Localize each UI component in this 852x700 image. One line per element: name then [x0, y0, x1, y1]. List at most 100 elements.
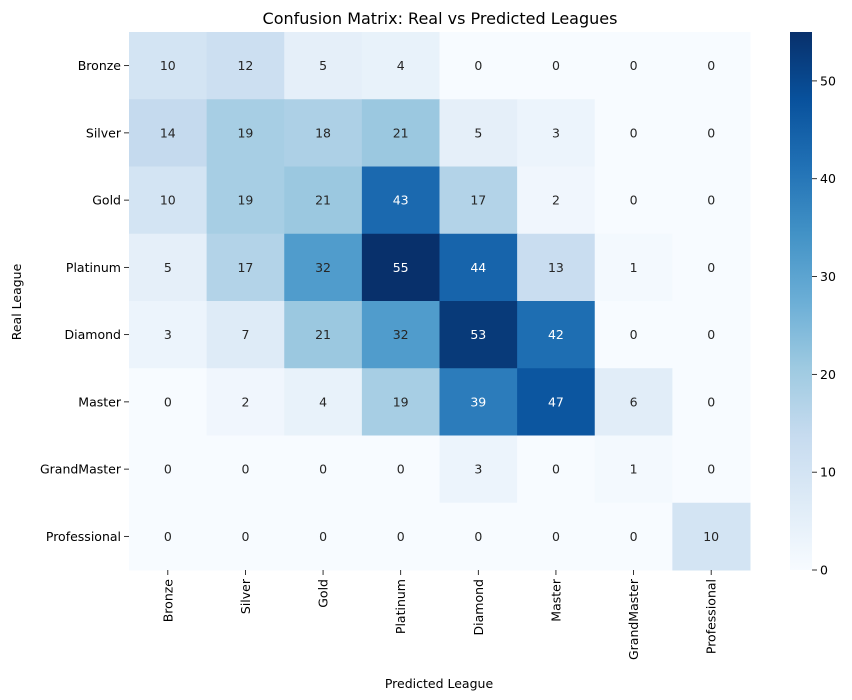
cell-value-label: 10 — [160, 193, 176, 208]
cell-value-label: 14 — [160, 125, 176, 140]
heatmap-cell — [439, 99, 518, 167]
heatmap-cell — [594, 502, 673, 571]
cell-value-label: 2 — [241, 394, 249, 409]
heatmap-cell — [206, 368, 285, 436]
colorbar-tick-label: 20 — [820, 367, 836, 382]
heatmap-cell — [594, 32, 673, 100]
heatmap-cell — [439, 32, 518, 100]
cell-value-label: 19 — [237, 193, 253, 208]
heatmap-cell — [672, 166, 751, 235]
heatmap-cell — [672, 368, 751, 436]
cell-value-label: 5 — [474, 125, 482, 140]
cell-value-label: 18 — [315, 125, 331, 140]
cell-value-label: 17 — [470, 193, 486, 208]
heatmap-cell — [672, 99, 751, 167]
cell-value-label: 0 — [630, 193, 638, 208]
heatmap-cell — [129, 368, 208, 436]
cell-value-label: 0 — [707, 394, 715, 409]
cell-value-label: 0 — [630, 125, 638, 140]
heatmap-cell — [672, 32, 751, 100]
x-tick-label: GrandMaster — [626, 578, 641, 660]
x-axis-label: Predicted League — [385, 676, 494, 691]
heatmap-cell — [517, 368, 596, 436]
cell-value-label: 32 — [315, 260, 331, 275]
y-axis-label: Real League — [9, 263, 24, 340]
cell-value-label: 6 — [630, 394, 638, 409]
cell-value-label: 0 — [241, 529, 249, 544]
cell-value-label: 0 — [707, 193, 715, 208]
cell-value-label: 0 — [474, 58, 482, 73]
heatmap-cell — [284, 368, 363, 436]
colorbar-tick-label: 40 — [820, 171, 836, 186]
heatmap-cell — [284, 502, 363, 571]
cell-value-label: 0 — [707, 327, 715, 342]
heatmap-cell — [129, 502, 208, 571]
cell-value-label: 0 — [707, 125, 715, 140]
cell-value-label: 12 — [237, 58, 253, 73]
heatmap-cell — [517, 99, 596, 167]
heatmap-cell — [284, 301, 363, 369]
cell-value-label: 0 — [552, 58, 560, 73]
y-tick-label: Bronze — [78, 58, 122, 73]
heatmap-cell — [129, 166, 208, 235]
y-tick-label: Platinum — [66, 260, 121, 275]
heatmap-cell — [361, 166, 440, 235]
cell-value-label: 0 — [164, 394, 172, 409]
heatmap-cell — [361, 32, 440, 100]
heatmap-cell — [284, 233, 363, 302]
heatmap-cell — [361, 301, 440, 369]
heatmap-cell — [672, 301, 751, 369]
y-tick-labels: Bronze Silver Gold Platinum Diamond Master Gra… — [40, 58, 129, 544]
cell-value-label: 0 — [630, 58, 638, 73]
heatmap-cells: 10 12 5 4 0 0 0 014 19 18 21 5 3 0 010 19 21 43 17 2 0 05 17 32… — [129, 32, 751, 571]
x-tick-label: Diamond — [471, 579, 486, 635]
cell-value-label: 21 — [393, 125, 409, 140]
x-tick-label: Professional — [704, 579, 719, 654]
heatmap-cell — [206, 233, 285, 302]
chart-title: Confusion Matrix: Real vs Predicted Leag… — [263, 9, 618, 28]
cell-value-label: 0 — [630, 327, 638, 342]
cell-value-label: 55 — [393, 260, 409, 275]
colorbar-ticks: 0 10 20 30 40 50 — [812, 73, 836, 578]
heatmap-cell — [361, 502, 440, 571]
cell-value-label: 0 — [397, 529, 405, 544]
heatmap-cell — [206, 435, 285, 504]
heatmap-cell — [129, 32, 208, 100]
cell-value-label: 3 — [474, 462, 482, 477]
heatmap-cell — [594, 435, 673, 504]
x-tick-label: Bronze — [160, 579, 175, 623]
cell-value-label: 0 — [164, 462, 172, 477]
cell-value-label: 5 — [319, 58, 327, 73]
cell-value-label: 10 — [160, 58, 176, 73]
heatmap-cell — [361, 233, 440, 302]
heatmap-cell — [439, 368, 518, 436]
heatmap-cell — [517, 233, 596, 302]
heatmap-cell — [284, 99, 363, 167]
cell-value-label: 1 — [630, 462, 638, 477]
colorbar-tick-label: 50 — [820, 73, 836, 88]
heatmap-cell — [206, 502, 285, 571]
cell-value-label: 7 — [241, 327, 249, 342]
cell-value-label: 53 — [470, 327, 486, 342]
x-tick-labels: Bronze Silver Gold Platinum Diamond Master Gra… — [160, 570, 719, 660]
heatmap-cell — [517, 435, 596, 504]
cell-value-label: 0 — [474, 529, 482, 544]
cell-value-label: 4 — [397, 58, 405, 73]
cell-value-label: 19 — [237, 125, 253, 140]
cell-value-label: 2 — [552, 193, 560, 208]
y-tick-label: Silver — [86, 125, 122, 140]
y-tick-label: Professional — [46, 529, 121, 544]
cell-value-label: 21 — [315, 327, 331, 342]
cell-value-label: 19 — [393, 394, 409, 409]
y-tick-label: Gold — [92, 193, 121, 208]
heatmap-cell — [439, 502, 518, 571]
heatmap-cell — [439, 166, 518, 235]
y-tick-label: Master — [78, 394, 122, 409]
heatmap-cell — [361, 435, 440, 504]
heatmap-cell — [517, 301, 596, 369]
heatmap-cell — [594, 301, 673, 369]
cell-value-label: 10 — [703, 529, 719, 544]
cell-value-label: 13 — [548, 260, 564, 275]
cell-value-label: 0 — [552, 529, 560, 544]
cell-value-label: 42 — [548, 327, 564, 342]
